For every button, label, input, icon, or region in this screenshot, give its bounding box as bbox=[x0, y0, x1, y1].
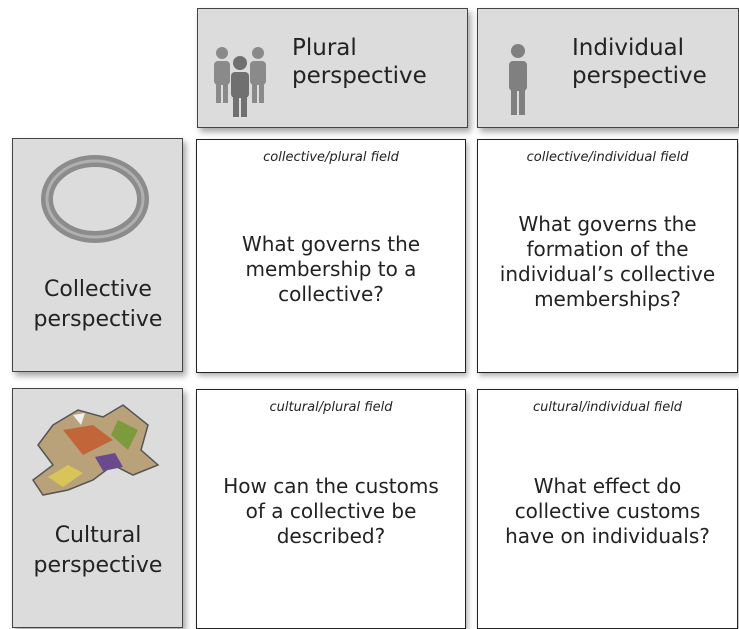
field-label: cultural/individual field bbox=[532, 400, 683, 415]
question: What governs the membership to a collect… bbox=[241, 232, 421, 306]
matrix-cell: cultural/individual field What effect do… bbox=[477, 389, 738, 629]
row-label: Collective perspective bbox=[33, 277, 163, 332]
question: What effect do collective customs have o… bbox=[505, 474, 710, 548]
column-header: Plural perspective bbox=[197, 8, 468, 128]
matrix-cell: collective/individual field What governs… bbox=[477, 139, 738, 373]
row-header: Collective perspective bbox=[12, 138, 183, 372]
person-icon bbox=[509, 44, 527, 115]
column-label: Individual perspective bbox=[572, 35, 707, 89]
question: What governs the formation of the indivi… bbox=[499, 212, 716, 311]
row-label: Cultural perspective bbox=[33, 523, 163, 578]
column-header: Individual perspective bbox=[477, 8, 739, 128]
field-label: collective/individual field bbox=[526, 150, 689, 165]
question: How can the customs of a collective be d… bbox=[223, 474, 439, 548]
culture-icon bbox=[31, 404, 160, 496]
field-label: collective/plural field bbox=[263, 150, 399, 165]
field-label: cultural/plural field bbox=[269, 400, 393, 415]
people-icon bbox=[214, 47, 266, 117]
column-label: Plural perspective bbox=[292, 35, 427, 89]
row-header: Cultural perspective bbox=[12, 388, 183, 628]
ring-icon bbox=[41, 155, 149, 243]
matrix-cell: collective/plural field What governs the… bbox=[196, 139, 466, 373]
matrix-cell: cultural/plural field How can the custom… bbox=[196, 389, 466, 629]
